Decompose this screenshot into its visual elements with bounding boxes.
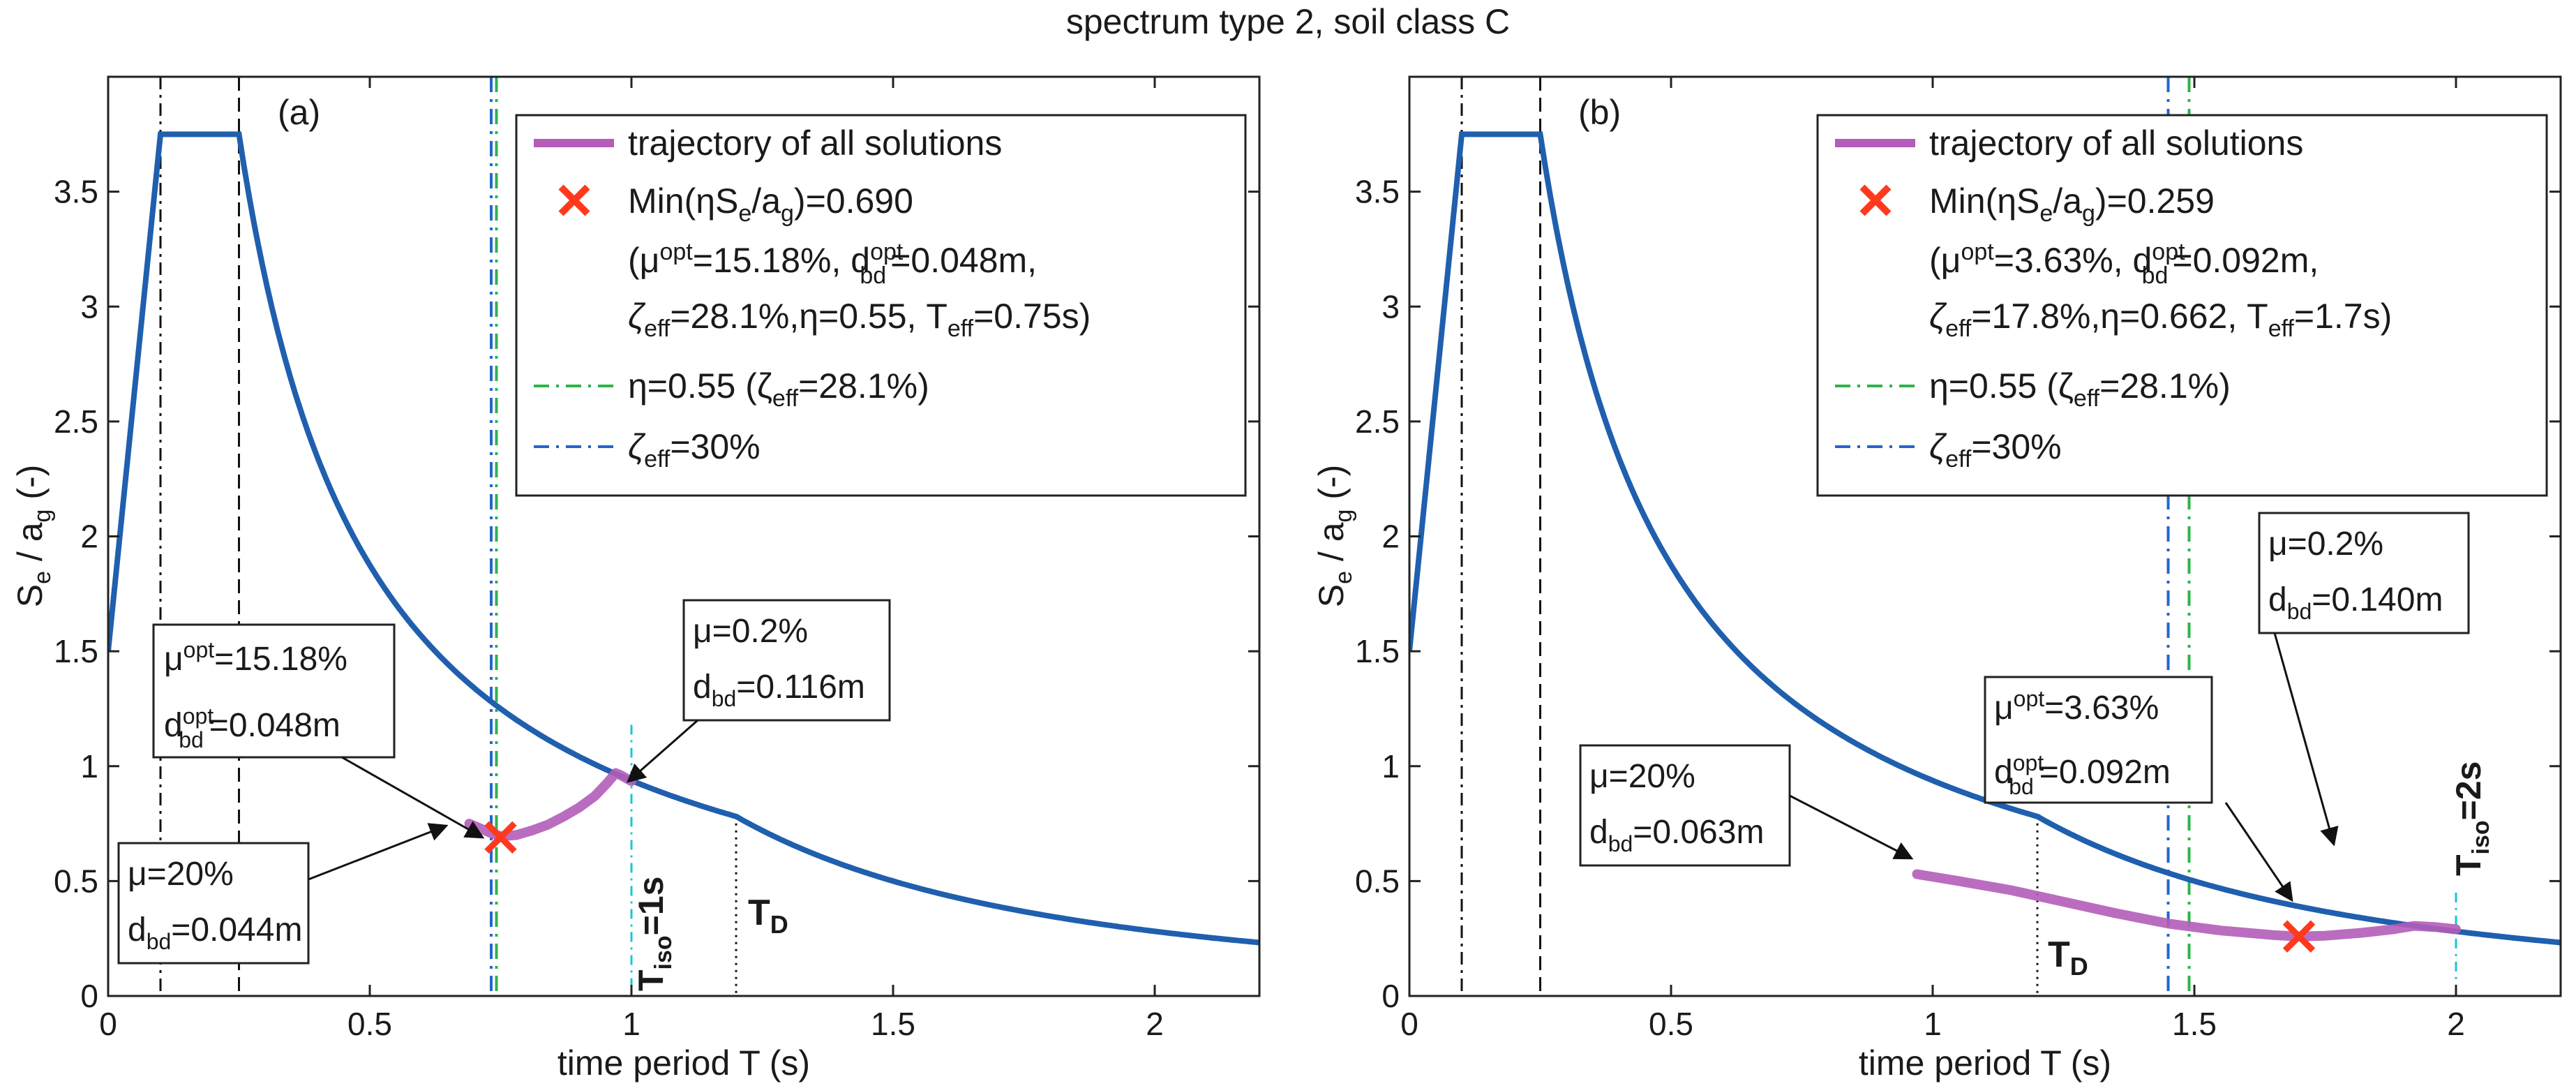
y-tick-label: 3.5 — [1355, 174, 1400, 210]
legend-trajectory-label: trajectory of all solutions — [1929, 124, 2303, 163]
legend-zeta-line: ζeff=28.1%,η=0.55, Teff=0.75s) — [628, 297, 1091, 342]
annotation-high-mu: μ=20% dbd=0.063m — [1579, 744, 1791, 867]
panel-b: 0 0.5 1 1.5 2 0 0.5 1 1.5 2 2.5 3 3.5 time period T… — [1312, 75, 2562, 1083]
y-tick-label: 0 — [1381, 978, 1400, 1014]
panel-label: (b) — [1578, 93, 1621, 132]
annotation-low-mu: μ=0.2% dbd=0.116m — [682, 599, 891, 722]
annotation-optimum-arrow — [341, 756, 485, 839]
legend-optimum-swatch — [558, 184, 590, 216]
annotation-high-mu-arrow — [308, 823, 449, 881]
x-tick-label: 2 — [1146, 1006, 1164, 1042]
y-tick-label: 3.5 — [54, 174, 98, 210]
tiso-label: Tiso=1s — [631, 877, 677, 992]
figure-title: spectrum type 2, soil class C — [1066, 2, 1510, 41]
legend-eta-label: η=0.55 (ζeff=28.1%) — [1929, 366, 2231, 412]
x-axis-label: time period T (s) — [1859, 1043, 2111, 1083]
legend: trajectory of all solutions Min(ηSe/ag)=… — [515, 114, 1247, 497]
y-tick-label: 0.5 — [54, 863, 98, 899]
legend-mu-line: (μopt=3.63%, dopt bd =0.092m, — [1929, 239, 2319, 289]
y-tick-label: 2 — [1381, 519, 1400, 555]
annotation-optimum: μopt=3.63% dopt bd =0.092m — [1984, 676, 2213, 804]
svg-text:dbd=0.063m: dbd=0.063m — [1589, 814, 1764, 856]
legend-zeta30-label: ζeff=30% — [1929, 427, 2062, 473]
annotation-low-mu-arrow — [2273, 632, 2339, 847]
x-tick-label: 1 — [1924, 1006, 1942, 1042]
y-tick-label: 1.5 — [1355, 633, 1400, 669]
optimum-marker — [484, 821, 517, 854]
legend-min-label: Min(ηSe/ag)=0.259 — [1929, 181, 2215, 227]
annotation-high-mu: μ=20% dbd=0.044m — [117, 842, 310, 965]
legend-mu-line: (μopt=15.18%, dopt bd =0.048m, — [628, 239, 1037, 289]
x-tick-label: 1.5 — [2172, 1006, 2217, 1042]
y-tick-label: 1 — [1381, 748, 1400, 784]
x-tick-label: 0.5 — [1649, 1006, 1693, 1042]
y-tick-label: 3 — [1381, 288, 1400, 325]
y-tick-label: 1.5 — [54, 633, 98, 669]
legend-optimum-swatch — [1859, 184, 1892, 216]
svg-text:μopt=3.63%: μopt=3.63% — [1994, 686, 2159, 727]
x-tick-label: 0.5 — [347, 1006, 392, 1042]
optimum-marker — [2282, 920, 2316, 953]
svg-text:dbd=0.116m: dbd=0.116m — [693, 669, 865, 711]
legend-eta-label: η=0.55 (ζeff=28.1%) — [628, 366, 929, 412]
annotation-optimum-arrow — [2224, 802, 2293, 902]
svg-text:dbd=0.044m: dbd=0.044m — [128, 912, 302, 954]
annotation-high-mu-arrow — [1789, 794, 1914, 860]
y-tick-label: 3 — [80, 288, 98, 325]
spectrum-curve — [1409, 131, 2561, 946]
legend: trajectory of all solutions Min(ηSe/ag)=… — [1816, 114, 2548, 497]
y-axis-label: Se / ag (-) — [10, 465, 56, 608]
svg-text:μ=20%: μ=20% — [128, 856, 234, 893]
x-tick-label: 1 — [622, 1006, 641, 1042]
y-tick-label: 2 — [80, 519, 98, 555]
svg-text:μopt=15.18%: μopt=15.18% — [164, 637, 347, 678]
svg-text:μ=20%: μ=20% — [1589, 758, 1695, 795]
td-label: TD — [2048, 935, 2088, 981]
panel-label: (a) — [278, 93, 320, 132]
y-tick-label: 2.5 — [1355, 403, 1400, 440]
x-tick-label: 1.5 — [871, 1006, 915, 1042]
svg-text:μ=0.2%: μ=0.2% — [693, 613, 808, 650]
trajectory-curve — [464, 768, 636, 842]
y-tick-label: 0.5 — [1355, 863, 1400, 899]
y-tick-label: 2.5 — [54, 403, 98, 440]
svg-text:μ=0.2%: μ=0.2% — [2268, 526, 2383, 563]
td-label: TD — [748, 893, 788, 939]
legend-box — [515, 114, 1247, 497]
y-axis-label: Se / ag (-) — [1312, 465, 1357, 608]
trajectory-curve — [1912, 869, 2461, 942]
x-tick-label: 0 — [1400, 1006, 1418, 1042]
legend-zeta30-label: ζeff=30% — [628, 427, 761, 473]
y-tick-label: 1 — [80, 748, 98, 784]
annotation-optimum: μopt=15.18% dopt bd =0.048m — [152, 623, 396, 759]
panel-a: 0 0.5 1 1.5 2 0 0.5 1 1.5 2 2.5 3 3.5 time period T… — [10, 75, 1261, 1083]
legend-trajectory-label: trajectory of all solutions — [628, 124, 1002, 163]
tiso-label: Tiso=2s — [2449, 761, 2494, 877]
annotation-low-mu-arrow — [626, 719, 698, 783]
legend-box — [1816, 114, 2548, 497]
svg-text:dbd=0.140m: dbd=0.140m — [2268, 581, 2443, 624]
legend-zeta-line: ζeff=17.8%,η=0.662, Teff=1.7s) — [1929, 297, 2392, 342]
x-tick-label: 0 — [99, 1006, 117, 1042]
y-tick-label: 0 — [80, 978, 98, 1014]
spectrum-curve — [108, 131, 1259, 946]
x-tick-label: 2 — [2447, 1006, 2465, 1042]
x-axis-label: time period T (s) — [557, 1043, 810, 1083]
annotation-low-mu: μ=0.2% dbd=0.140m — [2258, 512, 2470, 634]
legend-min-label: Min(ηSe/ag)=0.690 — [628, 181, 913, 227]
